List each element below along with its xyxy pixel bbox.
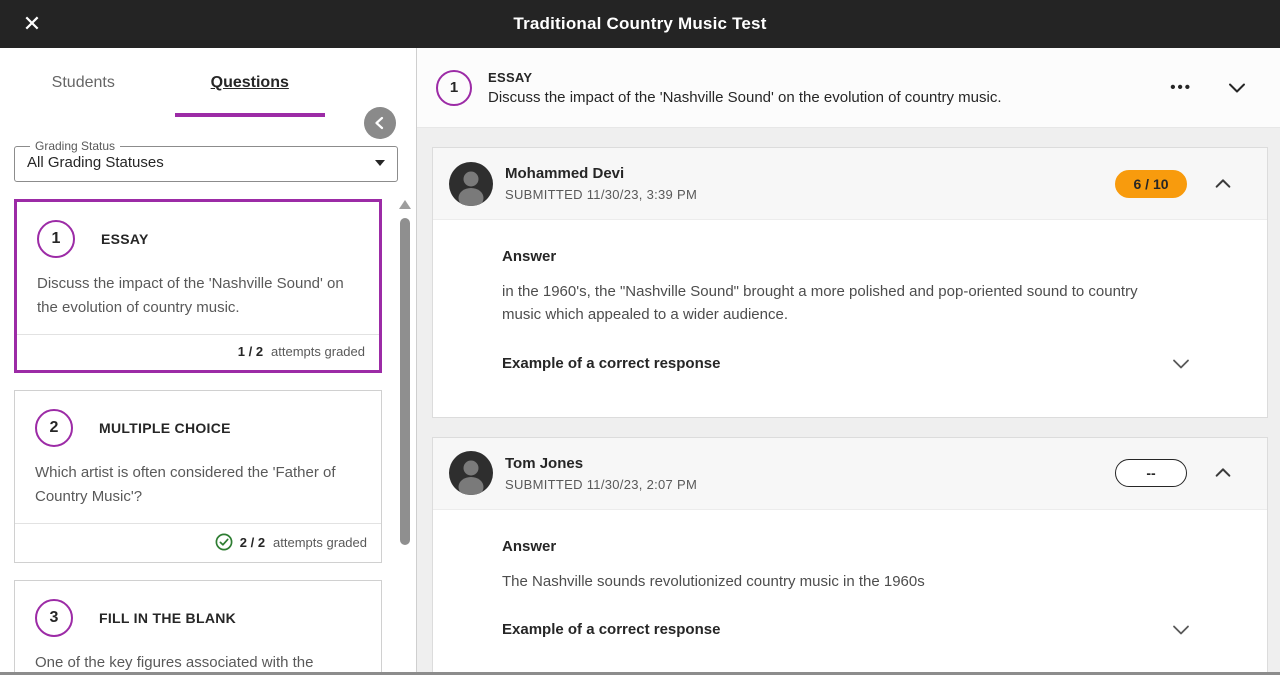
example-response-label: Example of a correct response: [502, 355, 721, 372]
ellipsis-menu-icon[interactable]: •••: [1168, 76, 1194, 99]
graded-count: 2 / 2: [239, 534, 266, 550]
caret-down-icon: [375, 159, 385, 166]
example-response-toggle[interactable]: Example of a correct response: [502, 353, 1192, 375]
question-number-badge: 1: [436, 69, 472, 106]
sidebar-tabs: Students Questions: [0, 48, 333, 118]
question-description: Discuss the impact of the 'Nashville Sou…: [488, 88, 1002, 106]
question-type-label: ESSAY: [488, 69, 533, 85]
submission-card-tom-jones: Tom Jones SUBMITTED 11/30/23, 2:07 PM --…: [432, 436, 1268, 675]
window-bottom-edge: [0, 672, 1280, 675]
question-card-3[interactable]: 3 FILL IN THE BLANK One of the key figur…: [14, 580, 382, 675]
collapse-question-button[interactable]: [1224, 75, 1250, 101]
graded-suffix: attempts graded: [273, 534, 367, 550]
question-text: Discuss the impact of the 'Nashville Sou…: [37, 275, 344, 316]
check-circle-icon: [215, 533, 233, 551]
question-number-badge: 3: [35, 599, 73, 637]
grading-status-label: Grading Status: [35, 139, 116, 153]
answer-text: The Nashville sounds revolutionized coun…: [502, 572, 925, 590]
graded-count: 1 / 2: [237, 344, 264, 359]
chevron-down-icon: [1173, 359, 1189, 368]
question-header: 1 ESSAY Discuss the impact of the 'Nashv…: [417, 48, 1280, 128]
answer-label: Answer: [502, 537, 557, 555]
avatar: [449, 451, 493, 495]
sidebar-scrollbar[interactable]: [399, 200, 411, 545]
avatar: [449, 161, 493, 206]
chevron-up-icon: [1215, 178, 1231, 188]
scroll-up-arrow-icon[interactable]: [399, 200, 411, 209]
submission-card-mohammed-devi: Mohammed Devi SUBMITTED 11/30/23, 3:39 P…: [432, 147, 1268, 418]
collapse-sidebar-button[interactable]: [364, 107, 396, 139]
close-icon[interactable]: ✕: [12, 0, 52, 48]
submission-timestamp: SUBMITTED 11/30/23, 2:07 PM: [505, 476, 698, 492]
score-pill[interactable]: 6 / 10: [1115, 169, 1187, 198]
question-type-label: ESSAY: [101, 231, 149, 247]
submission-list: Mohammed Devi SUBMITTED 11/30/23, 3:39 P…: [417, 128, 1280, 675]
page-title: Traditional Country Music Test: [513, 14, 767, 33]
tab-questions-label: Questions: [210, 74, 289, 91]
question-card-1[interactable]: 1 ESSAY Discuss the impact of the 'Nashv…: [14, 199, 382, 373]
student-name: Tom Jones: [505, 454, 584, 472]
question-list: 1 ESSAY Discuss the impact of the 'Nashv…: [0, 199, 416, 675]
grading-status-value: All Grading Statuses: [27, 154, 164, 171]
graded-suffix: attempts graded: [271, 344, 365, 359]
score-pill[interactable]: --: [1115, 459, 1187, 487]
question-type-label: FILL IN THE BLANK: [99, 610, 237, 626]
question-number-badge: 2: [35, 409, 73, 447]
question-graded-status: 1 / 2 attempts graded: [17, 334, 379, 370]
chevron-down-icon: [1173, 625, 1189, 635]
chevron-down-icon: [1229, 83, 1245, 92]
example-response-toggle[interactable]: Example of a correct response: [502, 619, 1192, 641]
answer-text: in the 1960's, the "Nashville Sound" bro…: [502, 283, 1138, 324]
answer-label: Answer: [502, 248, 557, 265]
question-text: Which artist is often considered the 'Fa…: [35, 464, 336, 505]
question-card-2[interactable]: 2 MULTIPLE CHOICE Which artist is often …: [14, 390, 382, 563]
question-text: One of the key figures associated with t…: [35, 654, 314, 671]
main-panel: 1 ESSAY Discuss the impact of the 'Nashv…: [417, 48, 1280, 675]
tab-students-label: Students: [51, 74, 115, 91]
tab-students[interactable]: Students: [0, 48, 167, 118]
submission-timestamp: SUBMITTED 11/30/23, 3:39 PM: [505, 187, 698, 202]
collapse-submission-button[interactable]: [1211, 172, 1235, 196]
student-name: Mohammed Devi: [505, 165, 625, 182]
tab-questions[interactable]: Questions: [167, 48, 334, 118]
question-number-badge: 1: [37, 220, 75, 258]
submission-header[interactable]: Mohammed Devi SUBMITTED 11/30/23, 3:39 P…: [433, 148, 1267, 220]
collapse-submission-button[interactable]: [1211, 461, 1235, 485]
question-graded-status: 2 / 2 attempts graded: [15, 523, 381, 562]
question-type-label: MULTIPLE CHOICE: [99, 420, 231, 436]
top-bar: ✕ Traditional Country Music Test: [0, 0, 1280, 48]
chevron-left-icon: [375, 116, 384, 130]
submission-header[interactable]: Tom Jones SUBMITTED 11/30/23, 2:07 PM --: [433, 437, 1267, 510]
example-response-label: Example of a correct response: [502, 621, 721, 639]
grading-status-dropdown[interactable]: Grading Status All Grading Statuses: [14, 139, 398, 182]
chevron-up-icon: [1215, 468, 1231, 477]
sidebar: Students Questions Grading Status All Gr…: [0, 48, 417, 675]
scrollbar-thumb[interactable]: [400, 218, 410, 545]
